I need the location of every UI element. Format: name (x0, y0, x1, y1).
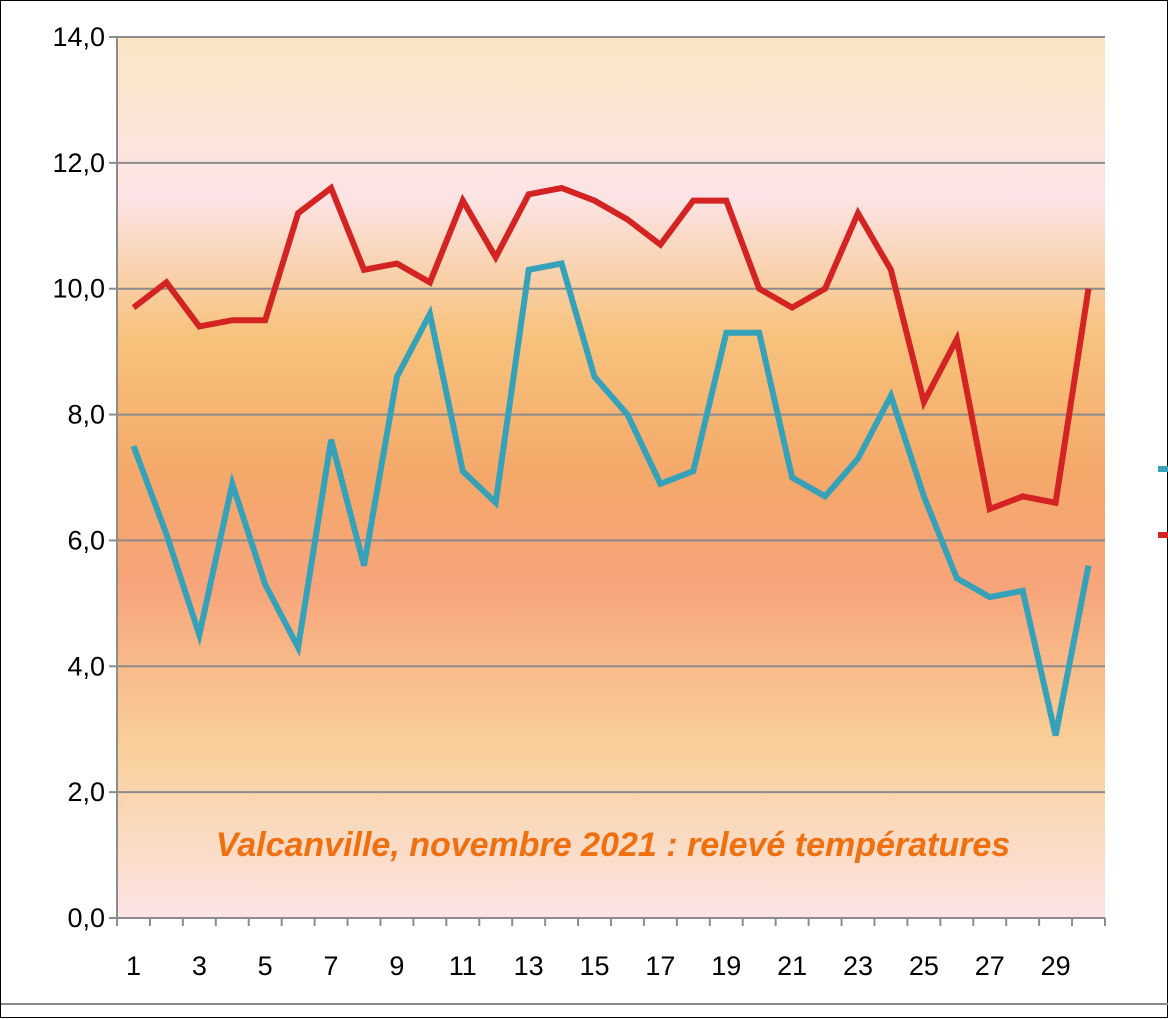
x-tick-label: 19 (711, 951, 741, 981)
x-tick-label: 21 (777, 951, 807, 981)
x-axis: 1 3 5 7 9 11 13 15 17 19 21 23 25 27 29 (116, 917, 1106, 981)
y-tick-label: 14,0 (52, 22, 105, 52)
x-tick-label: 25 (909, 951, 939, 981)
x-tick-label: 29 (1041, 951, 1071, 981)
chart-title: Valcanville, novembre 2021 : relevé temp… (216, 826, 1010, 864)
x-tick-label: 3 (192, 951, 207, 981)
x-tick-label: 23 (843, 951, 873, 981)
y-tick-label: 12,0 (52, 148, 105, 178)
legend (1158, 466, 1168, 538)
x-tick-label: 27 (975, 951, 1005, 981)
x-tick-label: 9 (389, 951, 404, 981)
x-tick-label: 13 (514, 951, 544, 981)
x-tick-label: 5 (258, 951, 273, 981)
gridlines (117, 36, 1105, 919)
y-tick-label: 0,0 (67, 903, 105, 933)
series-line-2 (131, 183, 1092, 514)
x-tick-label: 1 (126, 951, 141, 981)
x-tick-label: 7 (324, 951, 339, 981)
x-tick-label: 15 (580, 951, 610, 981)
x-tick-label: 11 (449, 951, 477, 981)
series-line-1 (130, 260, 1092, 737)
series-lines (130, 183, 1092, 737)
y-tick-label: 4,0 (67, 651, 105, 681)
y-tick-label: 8,0 (67, 400, 105, 430)
y-axis: 0,0 2,0 4,0 6,0 8,0 10,0 12,0 14,0 (52, 22, 118, 933)
y-tick-label: 2,0 (67, 777, 105, 807)
y-tick-label: 10,0 (52, 274, 105, 304)
x-tick-label: 17 (645, 951, 675, 981)
plot-area (117, 37, 1105, 918)
y-tick-label: 6,0 (67, 525, 105, 555)
